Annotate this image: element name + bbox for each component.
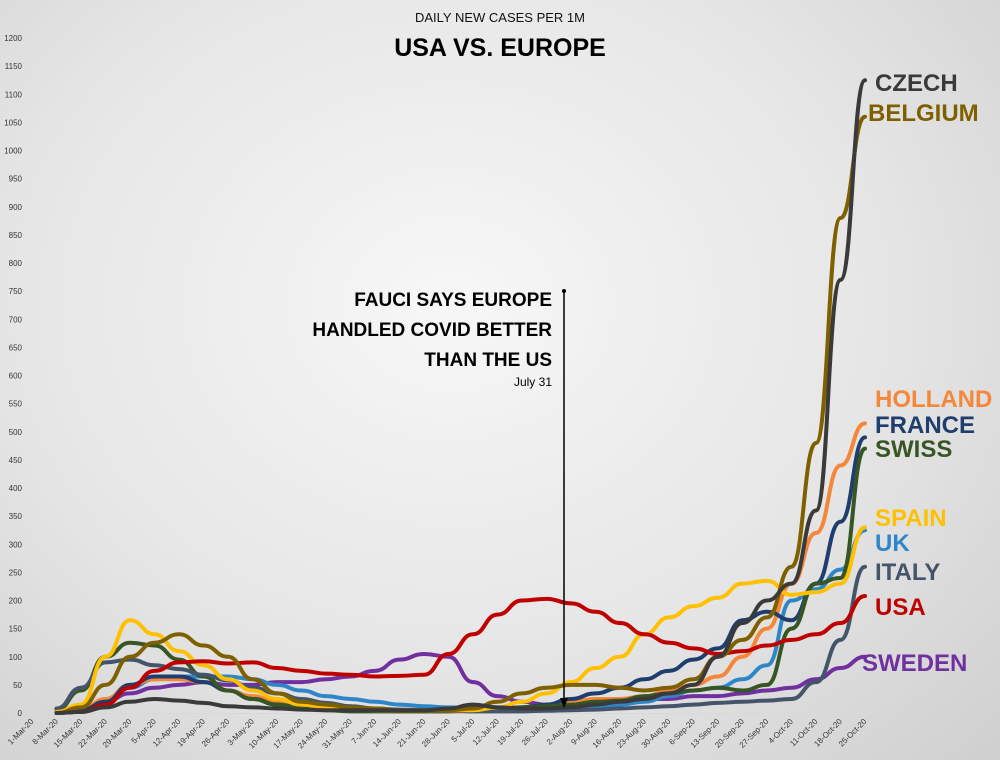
annotation-line-2: HANDLED COVID BETTER [312,320,552,341]
y-tick-label: 1150 [5,62,23,71]
y-tick-label: 850 [9,231,23,240]
y-tick-label: 900 [9,203,23,212]
annotation-arrow-head [560,698,568,708]
y-tick-label: 50 [13,681,22,690]
annotation-date: July 31 [514,375,552,389]
y-tick-label: 1100 [5,90,23,99]
series-line-czech [54,78,867,715]
y-tick-label: 800 [9,259,23,268]
series-label-spain: SPAIN [875,505,947,532]
series-label-usa: USA [875,594,926,621]
series-label-swiss: SWISS [875,436,952,463]
series-label-uk: UK [875,530,910,557]
y-tick-label: 600 [9,372,23,381]
y-tick-label: 650 [9,343,23,352]
chart-title: USA VS. EUROPE [394,34,606,62]
y-tick-label: 1200 [4,34,22,43]
y-tick-label: 450 [9,456,23,465]
y-tick-label: 250 [9,568,23,577]
y-tick-label: 550 [9,400,23,409]
annotation: FAUCI SAYS EUROPE HANDLED COVID BETTER T… [312,289,568,708]
y-tick-label: 0 [18,709,23,718]
series-label-holland: HOLLAND [875,386,992,413]
series-line-usa [54,594,867,715]
y-tick-label: 200 [9,597,23,606]
series-label-belgium: BELGIUM [868,100,979,127]
y-tick-label: 1050 [4,118,22,127]
annotation-line-1: FAUCI SAYS EUROPE [354,290,552,311]
y-tick-label: 500 [9,428,23,437]
series-label-czech: CZECH [875,70,958,97]
y-tick-label: 1000 [4,147,22,156]
y-tick-label: 100 [9,653,23,662]
y-tick-label: 400 [9,484,23,493]
y-tick-label: 750 [9,287,23,296]
series-label-italy: ITALY [875,559,940,586]
annotation-arrow-tail [562,289,566,293]
series-label-sweden: SWEDEN [862,650,967,677]
series-line-sweden [54,651,867,715]
annotation-line-3: THAN THE US [424,350,552,371]
y-tick-label: 950 [9,175,23,184]
y-tick-label: 150 [9,625,23,634]
chart-subtitle: DAILY NEW CASES PER 1M [415,10,585,25]
series-label-france: FRANCE [875,412,975,439]
y-tick-label: 700 [9,315,23,324]
y-tick-label: 300 [9,540,23,549]
y-tick-label: 350 [9,512,23,521]
